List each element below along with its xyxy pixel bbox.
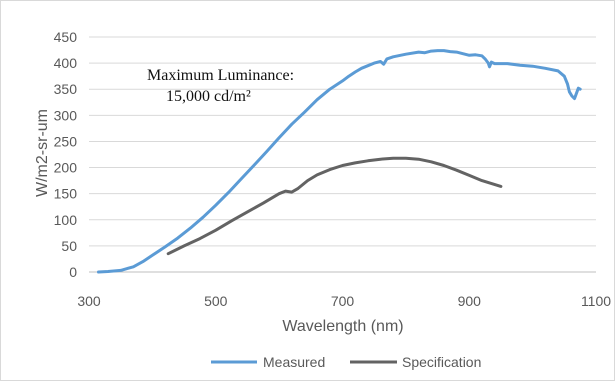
legend-label-specification: Specification <box>402 354 481 370</box>
y-tick-label-0: 0 <box>69 264 77 280</box>
legend: Measured Specification <box>211 354 481 370</box>
x-tick-label-500: 500 <box>204 293 228 309</box>
annotation-line-1: Maximum Luminance: <box>147 67 294 84</box>
y-tick-label-350: 350 <box>54 81 78 97</box>
y-axis-title: W/m2-sr-um <box>34 109 51 197</box>
x-tick-label-900: 900 <box>458 293 482 309</box>
y-tick-label-150: 150 <box>54 186 78 202</box>
y-tick-label-300: 300 <box>54 107 78 123</box>
y-tick-label-450: 450 <box>54 29 78 45</box>
series-line-measured <box>97 49 582 274</box>
series-layer <box>97 49 582 274</box>
x-tick-label-300: 300 <box>77 293 101 309</box>
y-axis-ticks: 0 50 100 150 200 250 300 350 400 450 <box>54 29 78 280</box>
gridlines <box>89 36 596 247</box>
legend-label-measured: Measured <box>263 354 325 370</box>
series-line-specification <box>166 156 503 256</box>
y-tick-label-100: 100 <box>54 212 78 228</box>
annotation-line-2: 15,000 cd/m² <box>166 88 251 105</box>
y-tick-label-200: 200 <box>54 160 78 176</box>
x-axis-title: Wavelength (nm) <box>282 318 403 335</box>
y-tick-label-50: 50 <box>61 238 77 254</box>
x-tick-label-1100: 1100 <box>581 293 611 309</box>
x-axis-ticks: 300 500 700 900 1100 <box>77 293 611 309</box>
y-tick-label-400: 400 <box>54 55 78 71</box>
x-tick-label-700: 700 <box>331 293 355 309</box>
y-tick-label-250: 250 <box>54 133 78 149</box>
